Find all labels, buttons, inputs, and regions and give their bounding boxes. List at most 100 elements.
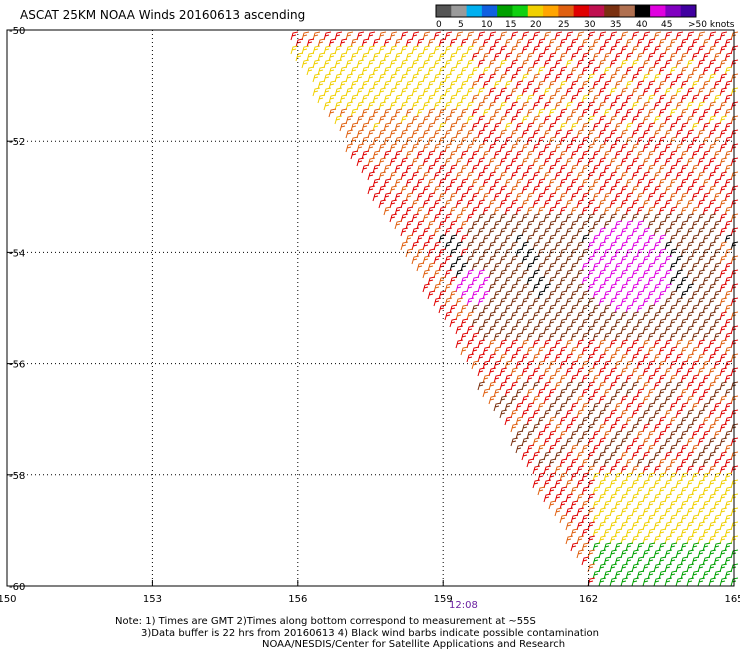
wind-barb [444, 157, 453, 167]
wind-barb [521, 325, 530, 335]
wind-barb [559, 108, 568, 118]
wind-barb [323, 101, 332, 111]
wind-barb [702, 360, 711, 370]
wind-barb [411, 31, 420, 41]
wind-barb [548, 416, 557, 426]
wind-barb [477, 129, 486, 139]
wind-barb [548, 500, 557, 510]
wind-barb [526, 388, 535, 398]
wind-barb [620, 465, 629, 475]
wind-barb [664, 87, 673, 97]
wind-barb [636, 150, 645, 160]
wind-barb [702, 164, 711, 174]
wind-barb [653, 437, 662, 447]
wind-barb [680, 276, 689, 286]
wind-barb [581, 472, 590, 482]
wind-barb [317, 52, 326, 62]
wind-barb [526, 178, 535, 188]
wind-barb [455, 185, 464, 195]
wind-barb [708, 535, 717, 545]
wind-barb [350, 38, 359, 48]
wind-barb [422, 101, 431, 111]
wind-barb [697, 101, 706, 111]
wind-barb [389, 185, 398, 195]
wind-barb [339, 108, 348, 118]
wind-barb [603, 136, 612, 146]
wind-barb [339, 52, 348, 62]
wind-barb [625, 556, 634, 566]
wind-barb [477, 59, 486, 69]
wind-barb [658, 570, 667, 580]
wind-barb [664, 157, 673, 167]
wind-barb [477, 73, 486, 83]
wind-barb [669, 346, 678, 356]
wind-barb [488, 31, 497, 41]
wind-barb [675, 213, 684, 223]
wind-barb [559, 318, 568, 328]
wind-barb [675, 171, 684, 181]
x-tick-label: 156 [288, 594, 307, 605]
wind-barb [680, 444, 689, 454]
wind-barb [680, 108, 689, 118]
wind-barb [697, 157, 706, 167]
wind-barb [455, 143, 464, 153]
wind-barb [422, 59, 431, 69]
wind-barb [675, 521, 684, 531]
wind-barb [548, 220, 557, 230]
wind-barb [521, 255, 530, 265]
wind-barb [603, 80, 612, 90]
wind-barb [587, 31, 596, 41]
wind-barb [614, 220, 623, 230]
wind-barb [658, 360, 667, 370]
wind-barb [334, 59, 343, 69]
wind-barb [543, 465, 552, 475]
wind-barb [697, 395, 706, 405]
wind-barb [719, 227, 728, 237]
wind-barb [686, 297, 695, 307]
wind-barb [631, 423, 640, 433]
wind-barb [383, 66, 392, 76]
wind-barb [499, 269, 508, 279]
wind-barb [587, 409, 596, 419]
wind-barb [504, 150, 513, 160]
wind-barb [477, 101, 486, 111]
wind-barb [664, 115, 673, 125]
wind-barb [504, 318, 513, 328]
wind-barb [345, 87, 354, 97]
wind-barb [658, 94, 667, 104]
wind-barb [691, 444, 700, 454]
wind-barb [537, 38, 546, 48]
wind-barb [532, 129, 541, 139]
wind-barb [653, 143, 662, 153]
wind-barb [647, 486, 656, 496]
wind-barb [708, 451, 717, 461]
wind-barb [405, 38, 414, 48]
wind-barb [691, 262, 700, 272]
wind-barb [521, 395, 530, 405]
wind-barb [477, 255, 486, 265]
wind-barb [389, 143, 398, 153]
wind-barb [680, 304, 689, 314]
wind-barb [378, 101, 387, 111]
wind-barb [482, 220, 491, 230]
wind-barb [636, 94, 645, 104]
wind-barb [433, 73, 442, 83]
wind-barb [603, 570, 612, 580]
wind-barb [416, 94, 425, 104]
wind-barb [724, 542, 733, 552]
wind-barb [532, 87, 541, 97]
wind-barb [548, 486, 557, 496]
wind-barb [515, 304, 524, 314]
wind-barb [686, 31, 695, 41]
legend-label-45: 45 [661, 20, 673, 30]
wind-barb [724, 262, 733, 272]
wind-barb [521, 45, 530, 55]
wind-barb [356, 45, 365, 55]
wind-barb [625, 192, 634, 202]
wind-barb [510, 269, 519, 279]
wind-barb [482, 66, 491, 76]
wind-barb [587, 535, 596, 545]
wind-barb [548, 388, 557, 398]
wind-barb [548, 458, 557, 468]
wind-barb [592, 220, 601, 230]
